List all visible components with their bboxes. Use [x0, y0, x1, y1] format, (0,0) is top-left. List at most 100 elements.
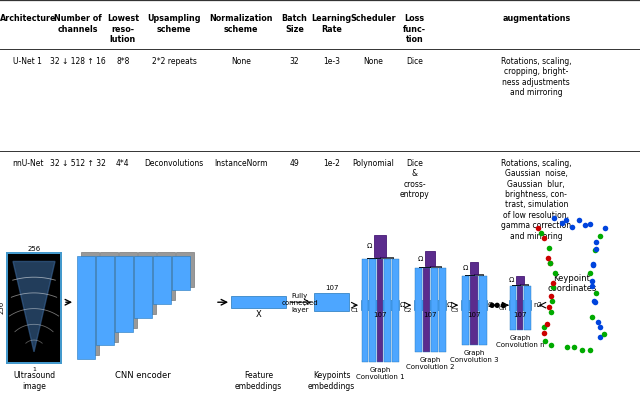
Bar — [157, 252, 175, 300]
Text: U-Net 1: U-Net 1 — [13, 57, 42, 66]
Text: Feature
embeddings: Feature embeddings — [235, 371, 282, 391]
Text: 49: 49 — [289, 159, 300, 168]
Text: Rotations, scaling,
cropping, bright-
ness adjustments
and mirroring: Rotations, scaling, cropping, bright- ne… — [501, 57, 572, 97]
Text: Fully
connected
layer: Fully connected layer — [282, 293, 318, 313]
Text: Graph
Convolution 3: Graph Convolution 3 — [450, 350, 499, 363]
Text: Polynomial: Polynomial — [352, 159, 394, 168]
Text: augmentations: augmentations — [502, 14, 570, 23]
Text: Graph
Convolution n: Graph Convolution n — [496, 335, 544, 348]
Text: Deconvolutions: Deconvolutions — [145, 159, 204, 168]
Bar — [516, 276, 524, 284]
Bar — [509, 286, 516, 330]
Polygon shape — [13, 261, 55, 352]
Text: InstanceNorm: InstanceNorm — [214, 159, 268, 168]
Bar — [77, 256, 95, 359]
Bar — [96, 256, 114, 346]
Bar — [422, 269, 429, 352]
Text: Ω: Ω — [463, 265, 468, 271]
Text: Learning
Rate: Learning Rate — [312, 14, 351, 34]
Text: 8*8: 8*8 — [116, 57, 129, 66]
Text: Graph
Convolution 1: Graph Convolution 1 — [356, 367, 404, 379]
Bar — [431, 269, 438, 352]
Text: Dice
&
cross-
entropy: Dice & cross- entropy — [400, 159, 429, 199]
Text: nnU-Net: nnU-Net — [12, 159, 44, 168]
Bar — [138, 252, 156, 314]
Text: Upsampling
scheme: Upsampling scheme — [147, 14, 201, 34]
Text: Ω: Ω — [418, 255, 423, 261]
Text: Rotations, scaling,
Gaussian  noise,
Gaussian  blur,
brightness, con-
trast, sim: Rotations, scaling, Gaussian noise, Gaus… — [501, 159, 572, 241]
Bar — [176, 252, 194, 286]
Text: 107: 107 — [423, 312, 436, 318]
Text: Keypoint
coordinates: Keypoint coordinates — [547, 274, 596, 293]
Text: 107: 107 — [513, 312, 527, 318]
Bar — [438, 269, 445, 352]
Text: Ω: Ω — [509, 277, 514, 283]
Text: C2: C2 — [404, 308, 412, 312]
Text: 107: 107 — [373, 312, 387, 318]
Bar — [369, 259, 376, 361]
Bar — [134, 256, 152, 318]
Bar — [362, 259, 368, 361]
Bar — [361, 300, 399, 310]
Text: 107: 107 — [324, 285, 339, 291]
Text: Cn: Cn — [499, 306, 507, 311]
Text: 107: 107 — [467, 312, 481, 318]
Text: Ultrasound
image: Ultrasound image — [13, 371, 55, 391]
Text: X: X — [255, 310, 261, 319]
Text: None: None — [363, 57, 383, 66]
Bar — [415, 269, 422, 352]
Text: Batch
Size: Batch Size — [282, 14, 307, 34]
Bar — [153, 256, 171, 304]
Text: Loss
func-
tion: Loss func- tion — [403, 14, 426, 44]
Bar — [470, 276, 478, 345]
Bar — [172, 256, 190, 290]
Text: 1: 1 — [32, 367, 36, 371]
Text: Ω: Ω — [400, 302, 405, 308]
Bar — [479, 276, 486, 345]
Text: Architecture: Architecture — [0, 14, 56, 23]
Text: ●●●: ●●● — [489, 302, 507, 308]
Text: Normalization
scheme: Normalization scheme — [209, 14, 273, 34]
Text: Ω: Ω — [367, 243, 372, 249]
Bar — [384, 259, 391, 361]
Text: C1: C1 — [351, 308, 359, 312]
Text: 4*4: 4*4 — [116, 159, 130, 168]
Text: 1e-3: 1e-3 — [323, 57, 340, 66]
Bar — [414, 300, 446, 310]
Bar — [461, 300, 487, 310]
Text: Dice: Dice — [406, 57, 423, 66]
Bar — [517, 286, 523, 330]
Text: 32 ↓ 512 ↑ 32: 32 ↓ 512 ↑ 32 — [50, 159, 106, 168]
Text: Graph
Convolution 2: Graph Convolution 2 — [406, 357, 454, 370]
Bar — [425, 251, 435, 267]
Text: Scheduler: Scheduler — [350, 14, 396, 23]
Bar — [374, 235, 386, 257]
Text: Ω: Ω — [488, 302, 493, 308]
Bar — [509, 300, 531, 310]
Text: 1e-2: 1e-2 — [323, 159, 340, 168]
Text: n2: n2 — [533, 302, 542, 308]
Text: 32 ↓ 128 ↑ 16: 32 ↓ 128 ↑ 16 — [50, 57, 106, 66]
Bar — [377, 259, 383, 361]
Bar — [119, 252, 137, 328]
Text: Number of
channels: Number of channels — [54, 14, 102, 34]
Text: Keypoints
embeddings: Keypoints embeddings — [308, 371, 355, 391]
Text: 2*2 repeats: 2*2 repeats — [152, 57, 196, 66]
Bar — [461, 276, 469, 345]
Bar — [100, 252, 118, 342]
Bar — [81, 252, 99, 355]
Bar — [6, 252, 62, 363]
Text: 32: 32 — [289, 57, 300, 66]
Bar — [524, 286, 531, 330]
Text: Ω: Ω — [447, 302, 452, 308]
Text: C3: C3 — [451, 308, 459, 313]
Text: 256: 256 — [28, 246, 40, 252]
Bar — [470, 263, 478, 274]
Bar — [115, 256, 133, 332]
Text: Lowest
reso-
lution: Lowest reso- lution — [107, 14, 139, 44]
Bar — [392, 259, 399, 361]
Bar — [231, 296, 286, 308]
Text: CNN encoder: CNN encoder — [115, 371, 171, 381]
Text: None: None — [231, 57, 252, 66]
Bar — [8, 254, 60, 361]
